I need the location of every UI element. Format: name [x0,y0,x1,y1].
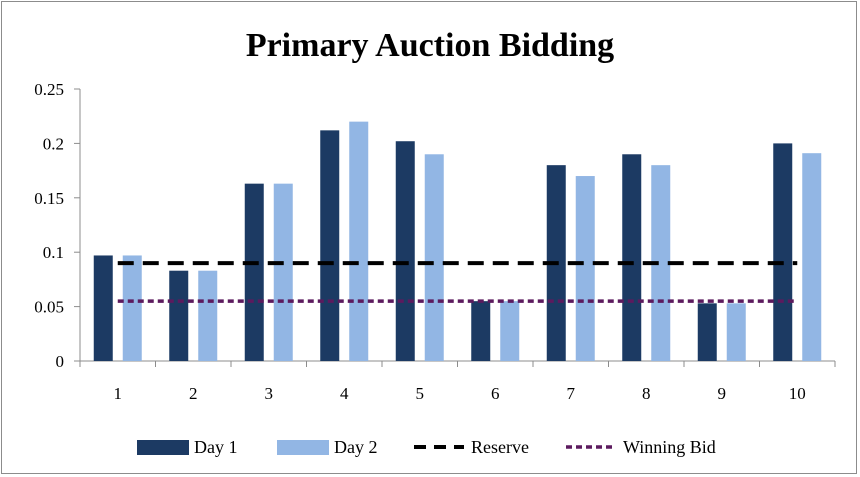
x-tick-label: 3 [265,384,274,403]
bar-day-2-2 [198,270,218,361]
bar-day-2-5 [424,154,444,361]
legend-label-day-2: Day 2 [334,437,378,457]
bar-day-1-10 [773,143,793,361]
bar-day-1-4 [320,130,340,361]
legend-label-winning-bid: Winning Bid [623,437,716,457]
bar-day-1-3 [244,183,264,361]
y-tick-label: 0 [56,352,65,371]
plot-area: 0 0.05 0.1 0.15 0.2 0.25 1 2 3 4 5 6 7 8 9 10 [34,80,836,403]
bar-day-1-2 [169,270,189,361]
chart-title: Primary Auction Bidding [246,27,614,64]
bar-day-1-5 [395,141,415,361]
bar-day-2-10 [802,153,822,361]
bar-day-1-8 [622,154,642,361]
legend-swatch-day-2 [277,440,329,455]
legend-label-day-1: Day 1 [194,437,238,457]
x-tick-label: 7 [567,384,576,403]
x-tick-label: 8 [642,384,651,403]
legend: Day 1 Day 2 Reserve Winning Bid [137,437,716,457]
x-tick-label: 1 [114,384,123,403]
x-tick-label: 4 [340,384,349,403]
x-tick-label: 5 [416,384,425,403]
bar-day-1-6 [471,301,491,361]
x-tick-label: 6 [491,384,500,403]
bar-day-2-1 [122,255,142,361]
x-tick-label: 9 [718,384,727,403]
bar-day-2-8 [651,165,671,361]
bar-day-2-9 [726,303,746,361]
legend-label-reserve: Reserve [471,437,529,457]
bar-day-2-3 [273,183,293,361]
x-tick-label: 10 [789,384,806,403]
y-tick-label: 0.15 [34,189,64,208]
y-tick-label: 0.05 [34,298,64,317]
y-tick-label: 0.1 [43,243,64,262]
y-tick-label: 0.25 [34,80,64,99]
legend-swatch-day-1 [137,440,189,455]
bar-day-1-9 [697,303,717,361]
bar-day-2-6 [500,301,520,361]
bar-day-1-1 [93,255,113,361]
bar-day-2-7 [575,176,595,361]
bar-day-2-4 [349,121,369,361]
y-tick-label: 0.2 [43,134,64,153]
x-tick-label: 2 [189,384,198,403]
